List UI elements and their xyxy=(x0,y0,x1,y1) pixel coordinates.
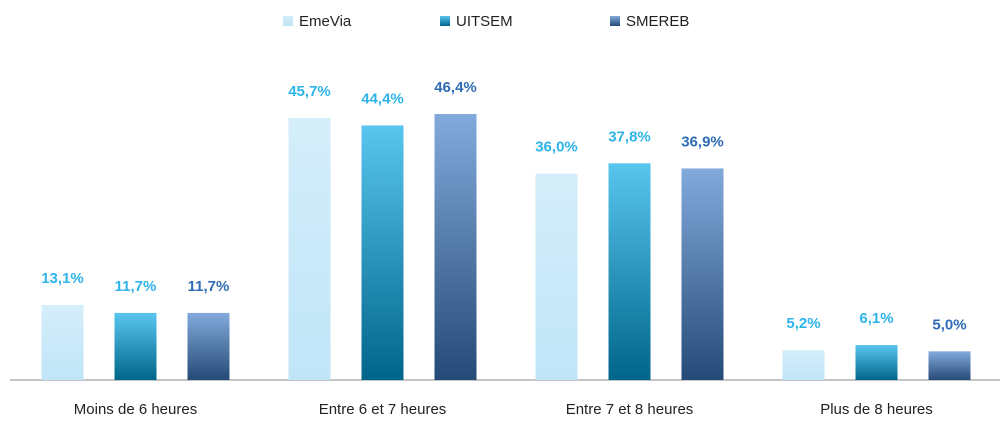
legend-swatch xyxy=(440,16,450,26)
x-tick-label: Entre 6 et 7 heures xyxy=(319,401,447,418)
data-label: 36,0% xyxy=(535,139,578,156)
legend-swatch xyxy=(610,16,620,26)
bar xyxy=(361,125,404,380)
x-tick-label: Plus de 8 heures xyxy=(820,401,933,418)
bar xyxy=(928,351,971,380)
bar xyxy=(535,173,578,380)
bar xyxy=(434,114,477,380)
data-label: 11,7% xyxy=(188,278,230,295)
data-label: 37,8% xyxy=(608,128,651,145)
data-label: 5,0% xyxy=(932,316,966,333)
data-label: 46,4% xyxy=(434,79,477,96)
bar xyxy=(288,118,331,380)
data-label: 44,4% xyxy=(361,90,404,107)
bar xyxy=(855,345,898,380)
bar xyxy=(41,304,84,380)
bar xyxy=(608,163,651,380)
data-label: 6,1% xyxy=(859,310,893,327)
bar xyxy=(681,168,724,380)
x-tick-label: Moins de 6 heures xyxy=(74,401,197,418)
data-label: 5,2% xyxy=(786,315,820,332)
bar xyxy=(187,312,230,380)
data-label: 11,7% xyxy=(115,278,157,295)
data-label: 45,7% xyxy=(288,83,331,100)
data-label: 13,1% xyxy=(41,270,84,287)
legend-label: UITSEM xyxy=(456,13,513,30)
x-tick-label: Entre 7 et 8 heures xyxy=(566,401,694,418)
bar xyxy=(782,350,825,380)
data-label: 36,9% xyxy=(681,133,724,150)
legend-label: SMEREB xyxy=(626,13,689,30)
legend-swatch xyxy=(283,16,293,26)
legend-label: EmeVia xyxy=(299,13,352,30)
bar xyxy=(114,312,157,380)
